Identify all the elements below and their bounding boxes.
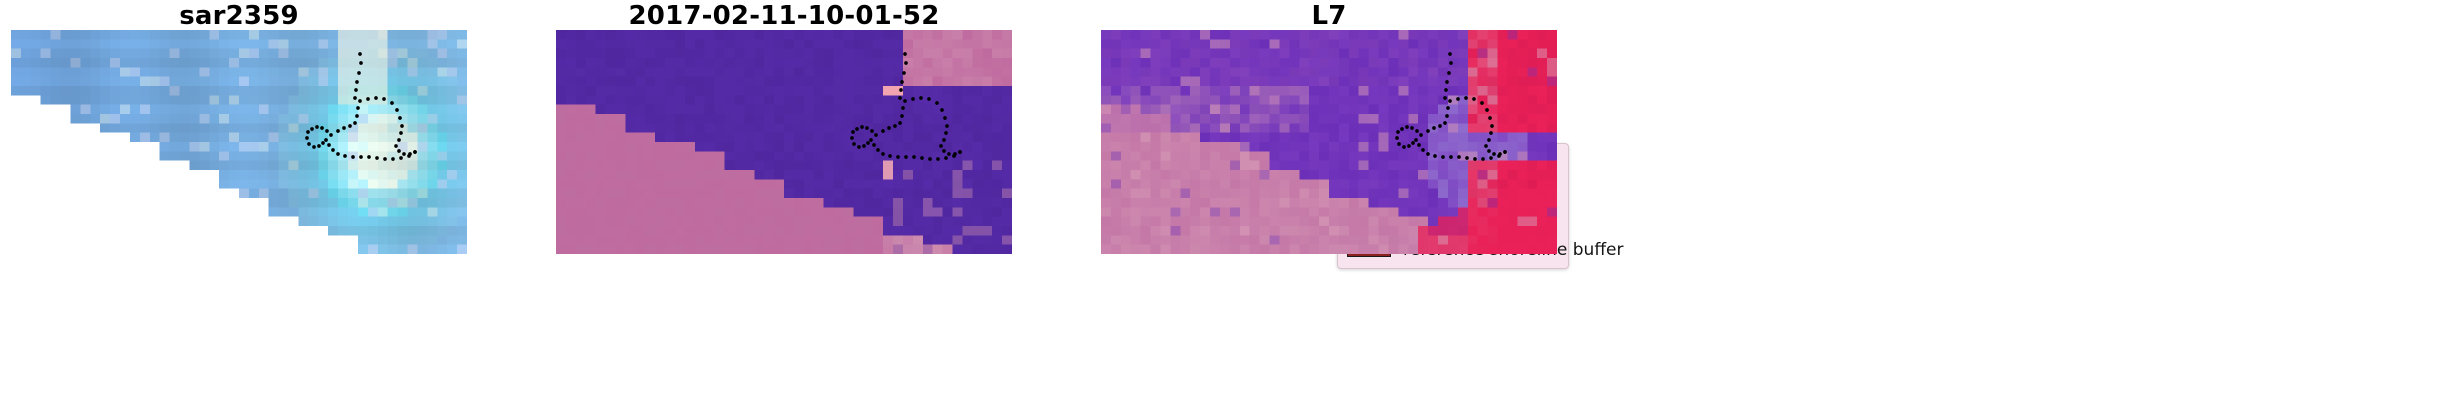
shoreline-overlay-sar2359	[305, 52, 417, 161]
landsat-raster-image	[1101, 30, 1557, 254]
panel-title-l7: L7	[1311, 1, 1347, 31]
panel-classified: 2017-02-11-10-01-52 sand whitewater wate…	[556, 0, 1624, 407]
sar-raster-image	[11, 30, 467, 254]
panel-title-sar2359: sar2359	[179, 1, 299, 31]
image-axes-sar2359[interactable]	[11, 30, 467, 254]
panel-l7: L7	[1101, 0, 1557, 407]
shoreline-overlay-classified	[850, 52, 962, 161]
panel-title-classified: 2017-02-11-10-01-52	[628, 1, 940, 31]
image-axes-classified[interactable]	[556, 30, 1012, 254]
shoreline-overlay-l7	[1395, 52, 1507, 161]
panel-sar2359: sar2359	[11, 0, 467, 407]
classified-raster-image	[556, 30, 1012, 254]
image-axes-l7[interactable]	[1101, 30, 1557, 254]
